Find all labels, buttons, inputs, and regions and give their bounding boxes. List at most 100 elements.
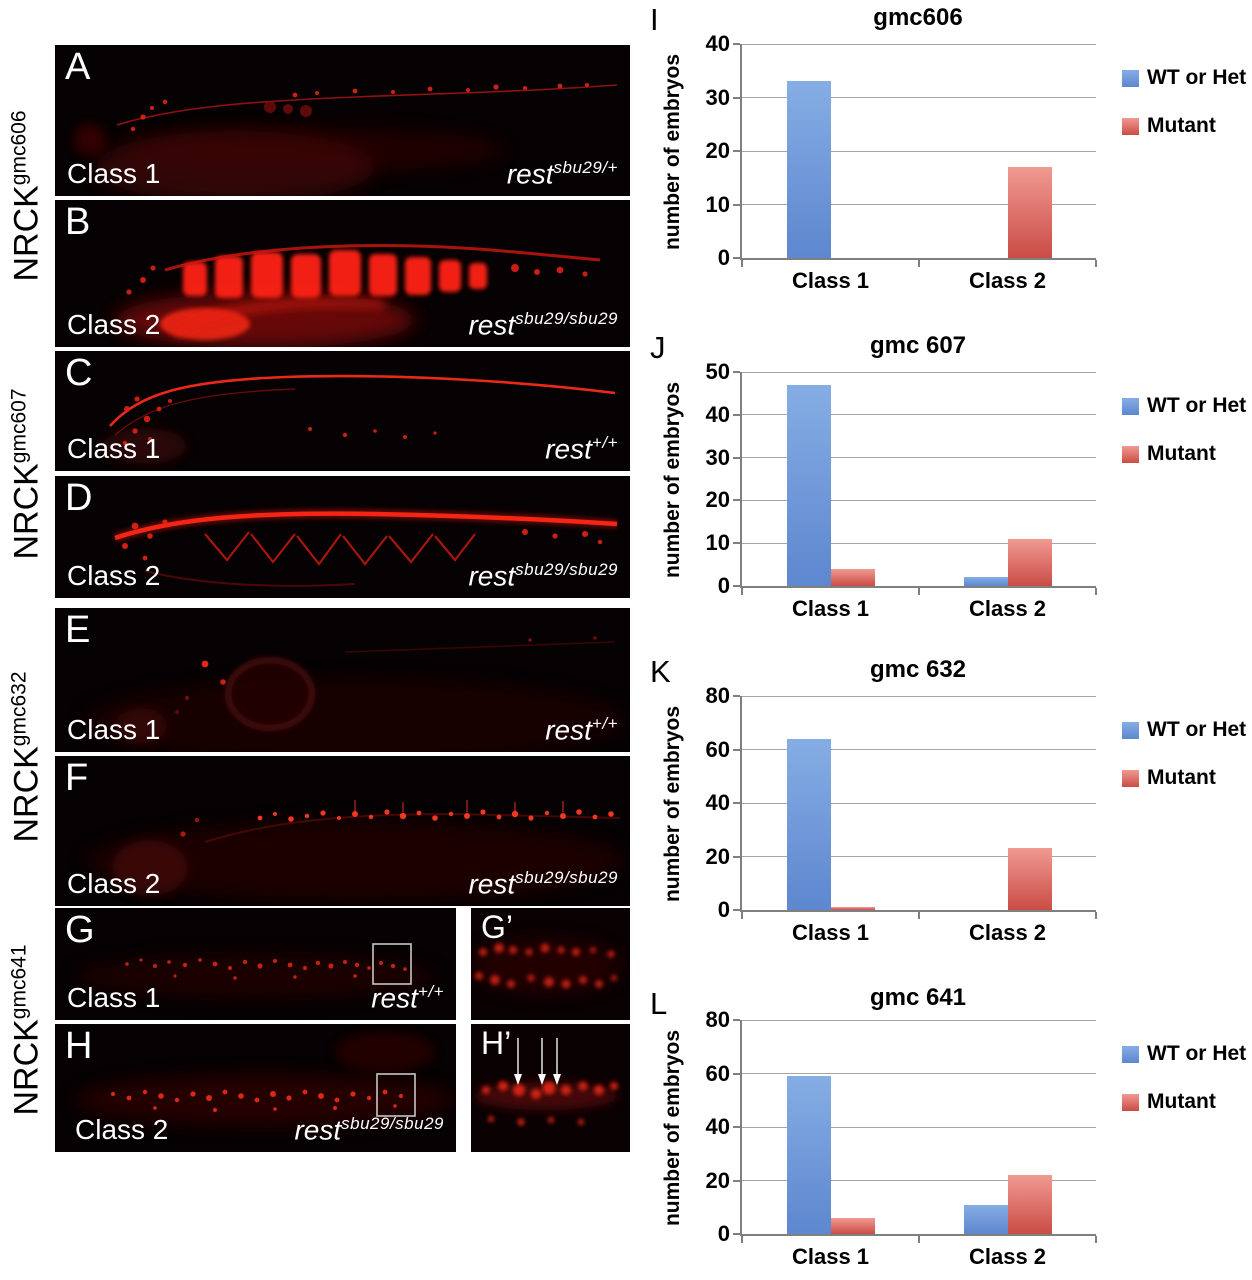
chart-gmc607: J gmc 607 number of embryos Class 1 Clas… [640,328,1252,648]
micrograph-panel-e: E Class 1 rest+/+ [55,608,630,752]
y-tick-label: 60 [705,736,730,762]
genotype-label: restsbu29/+ [507,158,618,190]
gridline [742,1180,1096,1181]
legend-item: WT or Het [1122,66,1246,90]
y-tick-mark [733,1233,740,1235]
y-tick-mark [733,150,740,152]
genotype-label: rest+/+ [545,714,618,746]
legend-label: Mutant [1147,1090,1216,1113]
micrograph-panel-c: C Class 1 rest+/+ [55,351,630,471]
genotype-label: rest+/+ [545,433,618,465]
legend-swatch-wt [1122,397,1139,415]
row-label-nrck-gmc641: NRCKgmc641 [7,944,46,1115]
bar-wt-class2 [963,577,1008,586]
legend-item: WT or Het [1122,718,1246,742]
y-tick-label: 0 [717,897,730,922]
panel-letter: A [65,46,91,88]
chart-title: gmc 607 [869,332,967,359]
genotype-sup: sbu29/sbu29 [515,308,618,328]
x-tick-label: Class 1 [791,1244,870,1269]
embryo-image [55,351,630,471]
row-label-sup: gmc606 [7,110,31,186]
genotype-label: rest+/+ [371,982,444,1014]
chart-title: gmc606 [873,4,963,31]
embryo-image [55,908,456,1020]
y-tick-label: 40 [705,790,730,815]
y-tick-mark [733,909,740,911]
gridline [742,695,1096,697]
gridline [742,802,1096,804]
legend-label: Mutant [1147,442,1216,465]
genotype-base: rest [468,868,516,899]
y-tick-mark [733,1072,740,1075]
y-tick-label: 10 [705,530,730,556]
genotype-sup: sbu29/sbu29 [515,867,618,887]
y-tick-mark [733,1126,740,1128]
y-tick-label: 40 [705,31,730,56]
x-tick-label: Class 2 [968,596,1047,621]
y-tick-label: 0 [717,1221,730,1246]
genotype-label: restsbu29/sbu29 [468,868,618,900]
x-tick-label: Class 2 [968,1244,1047,1269]
legend-swatch-mutant [1122,117,1139,135]
y-tick-mark [733,499,740,502]
legend: WT or Het Mutant [1122,394,1246,490]
bar-wt-class1 [786,1076,831,1234]
y-tick-label: 20 [705,138,730,163]
gridline [742,542,1096,544]
y-tick-mark [733,748,740,751]
bar-mutant-class1 [830,568,875,586]
gridline [742,150,1096,152]
legend-item: Mutant [1122,1090,1246,1114]
y-tick-mark [733,695,740,697]
bar-mutant-class1 [830,907,875,910]
genotype-sup: +/+ [591,432,618,452]
chart-panel-letter: K [650,654,671,689]
chart-title: gmc 632 [869,656,967,683]
row-label-sup: gmc641 [7,944,31,1020]
embryo-image-zoom [471,1024,630,1152]
class-label: Class 1 [67,433,161,464]
chart-gmc632: K gmc 632 number of embryos Class 1 Clas… [640,652,1252,972]
zoom-region-box [372,943,412,985]
chart-panel-letter: J [650,330,666,365]
genotype-base: rest [506,158,554,189]
legend-label: WT or Het [1147,1042,1247,1065]
bar-mutant-class1 [830,1217,875,1234]
y-tick-label: 40 [705,401,730,427]
x-tick-mark [1095,912,1097,919]
embryo-image-zoom [471,908,630,1020]
y-tick-label: 40 [705,1114,730,1139]
embryo-image [55,756,630,906]
class-label: Class 2 [67,868,161,899]
y-tick-mark [733,371,740,373]
legend-swatch-wt [1122,1045,1139,1063]
y-tick-mark [733,585,740,587]
inset-letter: G’ [481,909,513,945]
legend: WT or Het Mutant [1122,1042,1246,1138]
y-tick-mark [733,802,740,804]
y-tick-label: 80 [705,1007,730,1032]
embryo-image [55,1024,456,1152]
legend-swatch-wt [1122,69,1139,87]
row-label-base: NRCK [7,746,46,843]
gridline [742,499,1096,501]
y-tick-label: 10 [705,191,730,217]
y-tick-mark [733,203,740,206]
y-tick-label: 20 [705,843,730,869]
genotype-base: rest [371,982,418,1013]
y-tick-label: 60 [705,1060,730,1086]
bar-wt-class1 [786,81,831,258]
row-label-sup: gmc607 [7,388,31,464]
genotype-base: rest [545,714,592,745]
bar-mutant-class2 [1007,848,1052,910]
row-label-base: NRCK [7,185,46,282]
y-tick-mark [733,855,740,858]
chart-gmc641: L gmc 641 number of embryos Class 1 Clas… [640,984,1252,1280]
legend-item: WT or Het [1122,394,1246,418]
x-tick-mark [741,260,743,267]
embryo-image [55,45,630,196]
legend-swatch-wt [1122,721,1139,739]
micrograph-panel-g: G Class 1 rest+/+ [55,908,456,1020]
x-tick-label: Class 1 [791,596,870,621]
